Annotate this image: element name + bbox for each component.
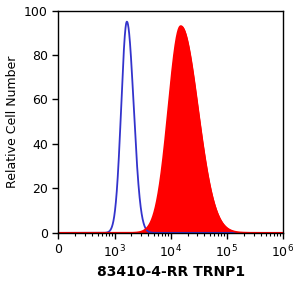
X-axis label: 83410-4-RR TRNP1: 83410-4-RR TRNP1 [97,265,245,280]
Y-axis label: Relative Cell Number: Relative Cell Number [6,56,19,188]
